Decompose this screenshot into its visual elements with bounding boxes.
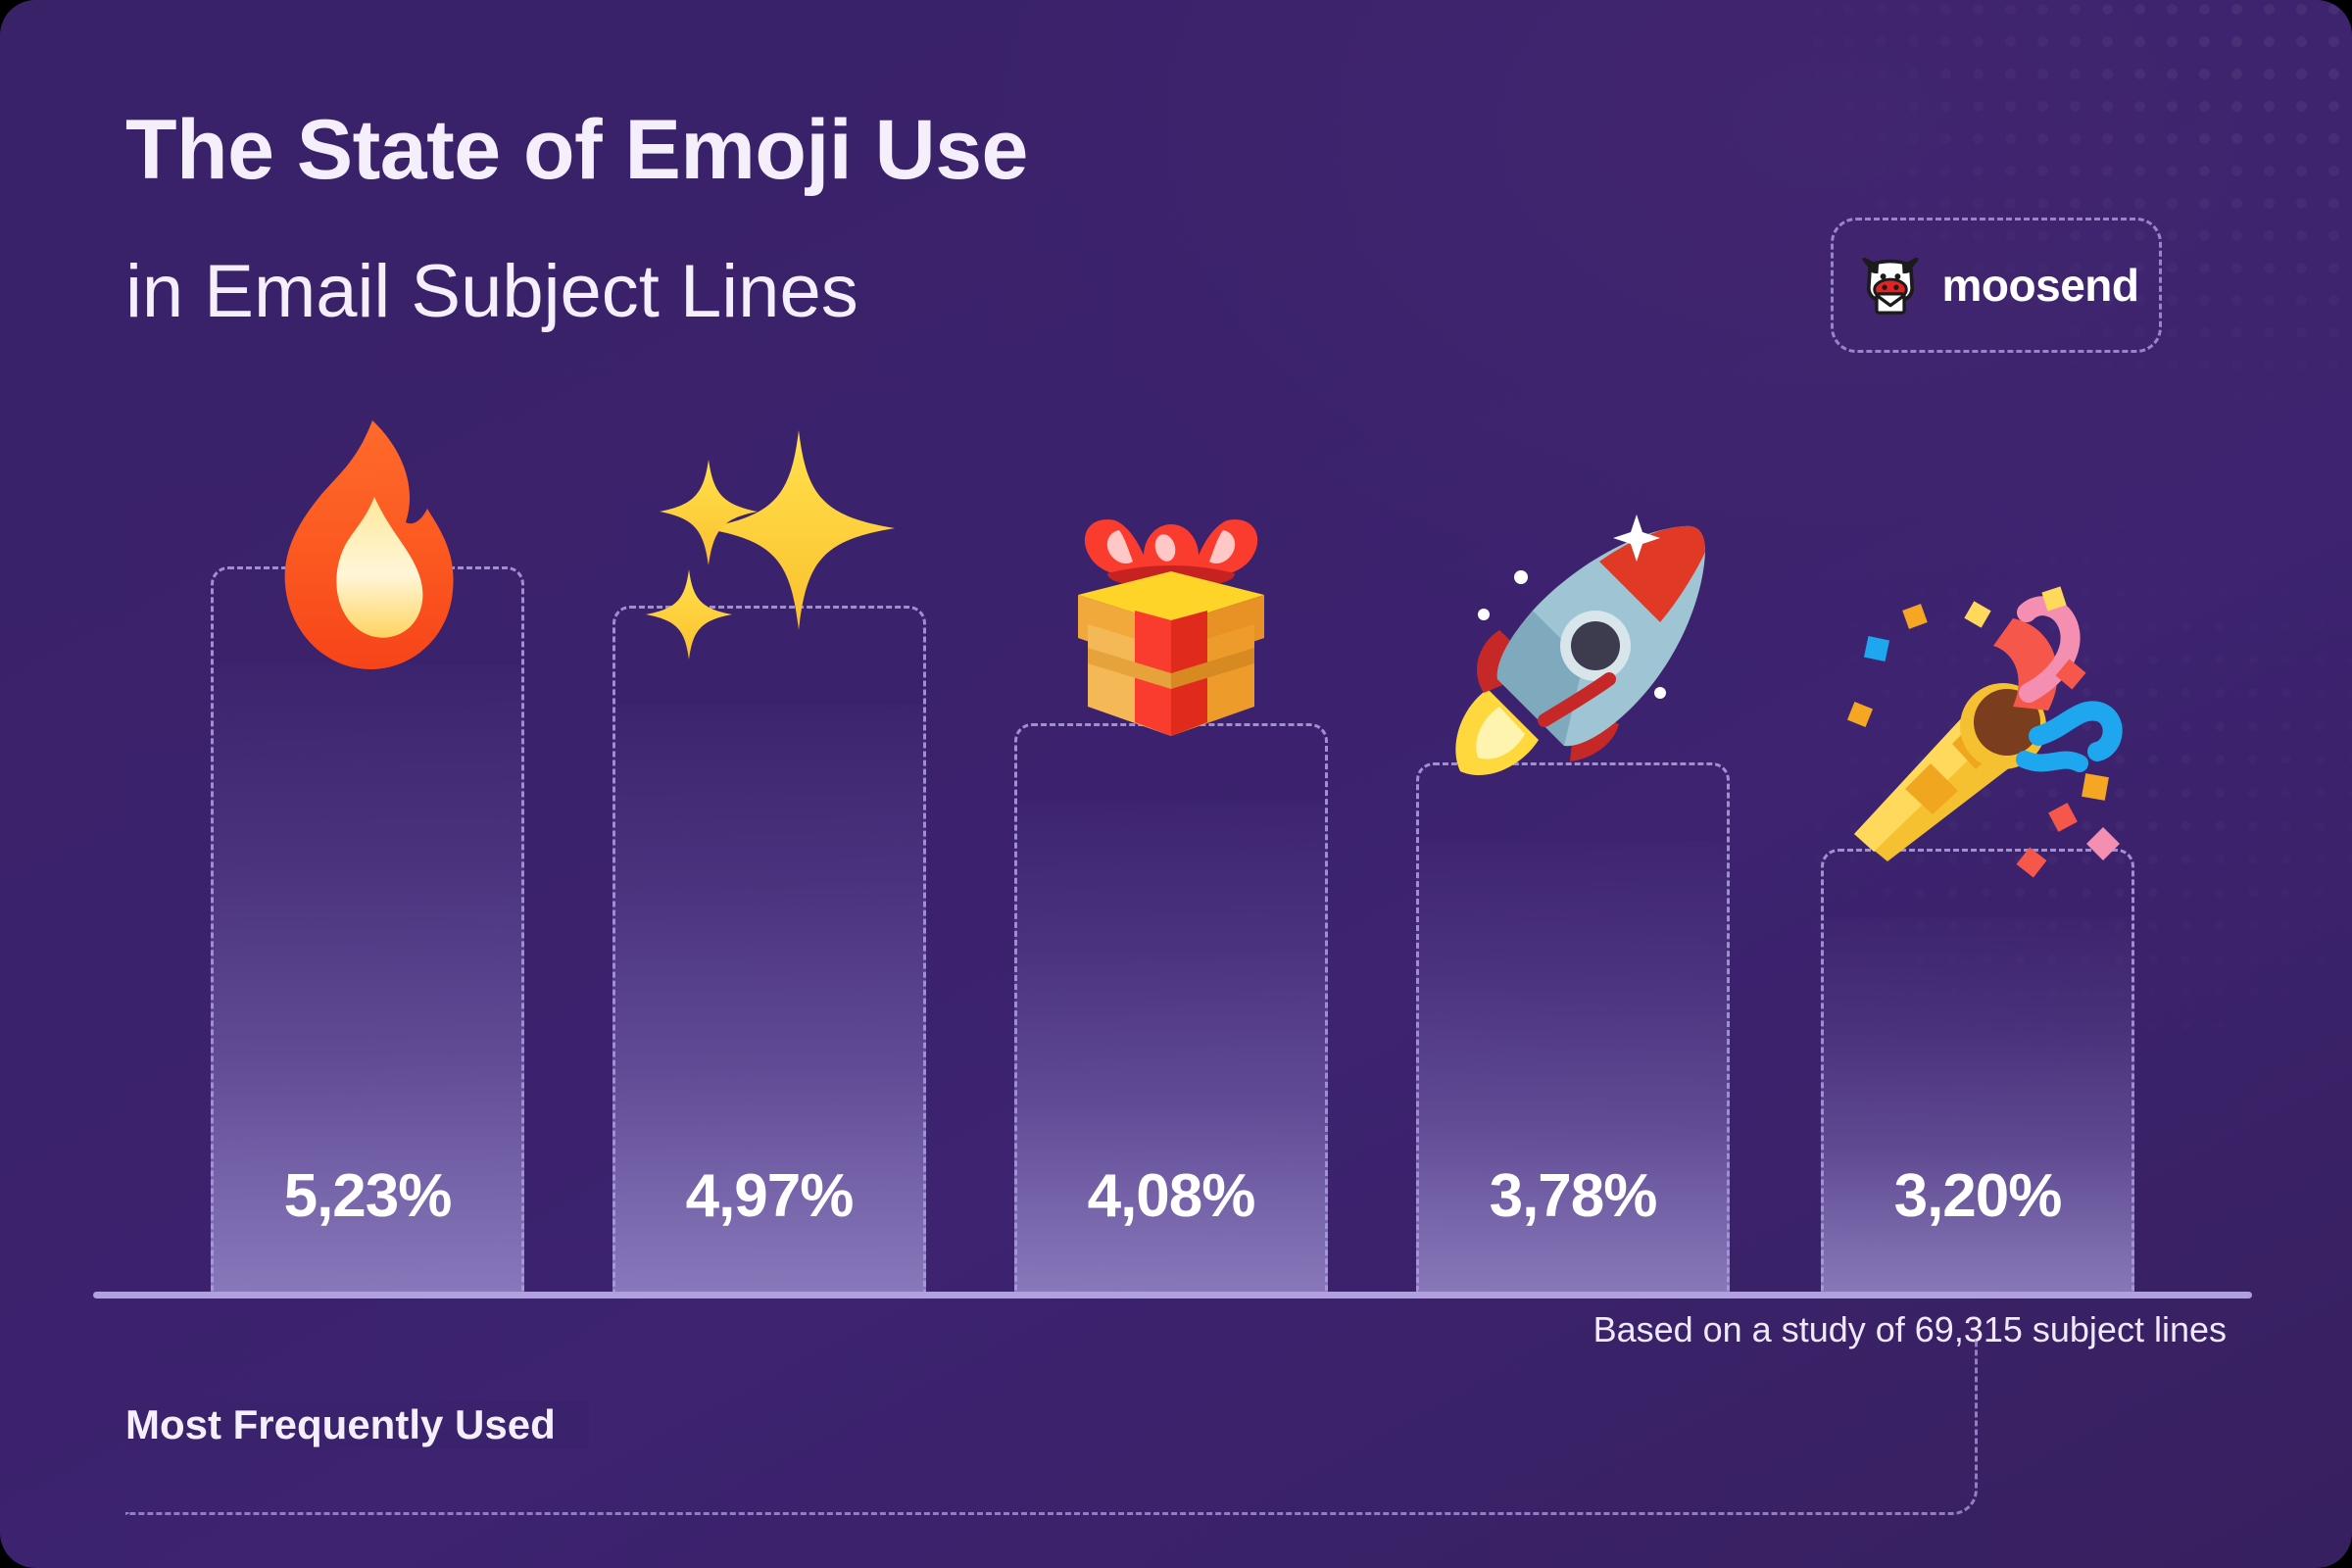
bar-fill [1821,917,2134,1292]
bar-value-label: 3,78% [1489,1162,1658,1230]
party-popper-emoji [1821,567,2134,881]
moosend-logo-badge[interactable]: moosend [1831,218,2162,353]
bar-fill [1014,802,1328,1292]
bar-fill [211,664,524,1292]
dot-pattern-texture-secondary [1470,510,2352,1196]
rocket-emoji [1427,501,1731,805]
bar-value-label: 5,23% [283,1162,453,1230]
study-note: Based on a study of 69,315 subject lines [1592,1309,2227,1349]
sparkles-emoji [632,422,906,707]
bar-value-label: 4,97% [685,1162,855,1230]
bar-party-popper: 3,20% [1821,586,2134,1292]
legend-bracket [125,1339,1978,1515]
bar-rocket: 3,78% [1416,514,1730,1292]
legend-label: Most Frequently Used [125,1401,589,1448]
bar-fire: 5,23% [211,420,524,1292]
wrapped-gift-emoji [1049,501,1294,756]
page-subtitle: in Email Subject Lines [125,250,858,333]
chart-baseline-axis [93,1292,2252,1298]
fire-emoji [255,413,480,677]
moosend-wordmark: moosend [1941,260,2139,311]
bar-sparkles: 4,97% [612,430,926,1292]
cow-logo-icon [1861,257,1919,315]
bar-fill [1416,841,1730,1292]
bar-value-label: 4,08% [1087,1162,1256,1230]
bar-value-label: 3,20% [1893,1162,2063,1230]
page-title: The State of Emoji Use [125,103,1028,197]
bar-fill [612,704,926,1292]
bar-gift: 4,08% [1014,519,1328,1292]
